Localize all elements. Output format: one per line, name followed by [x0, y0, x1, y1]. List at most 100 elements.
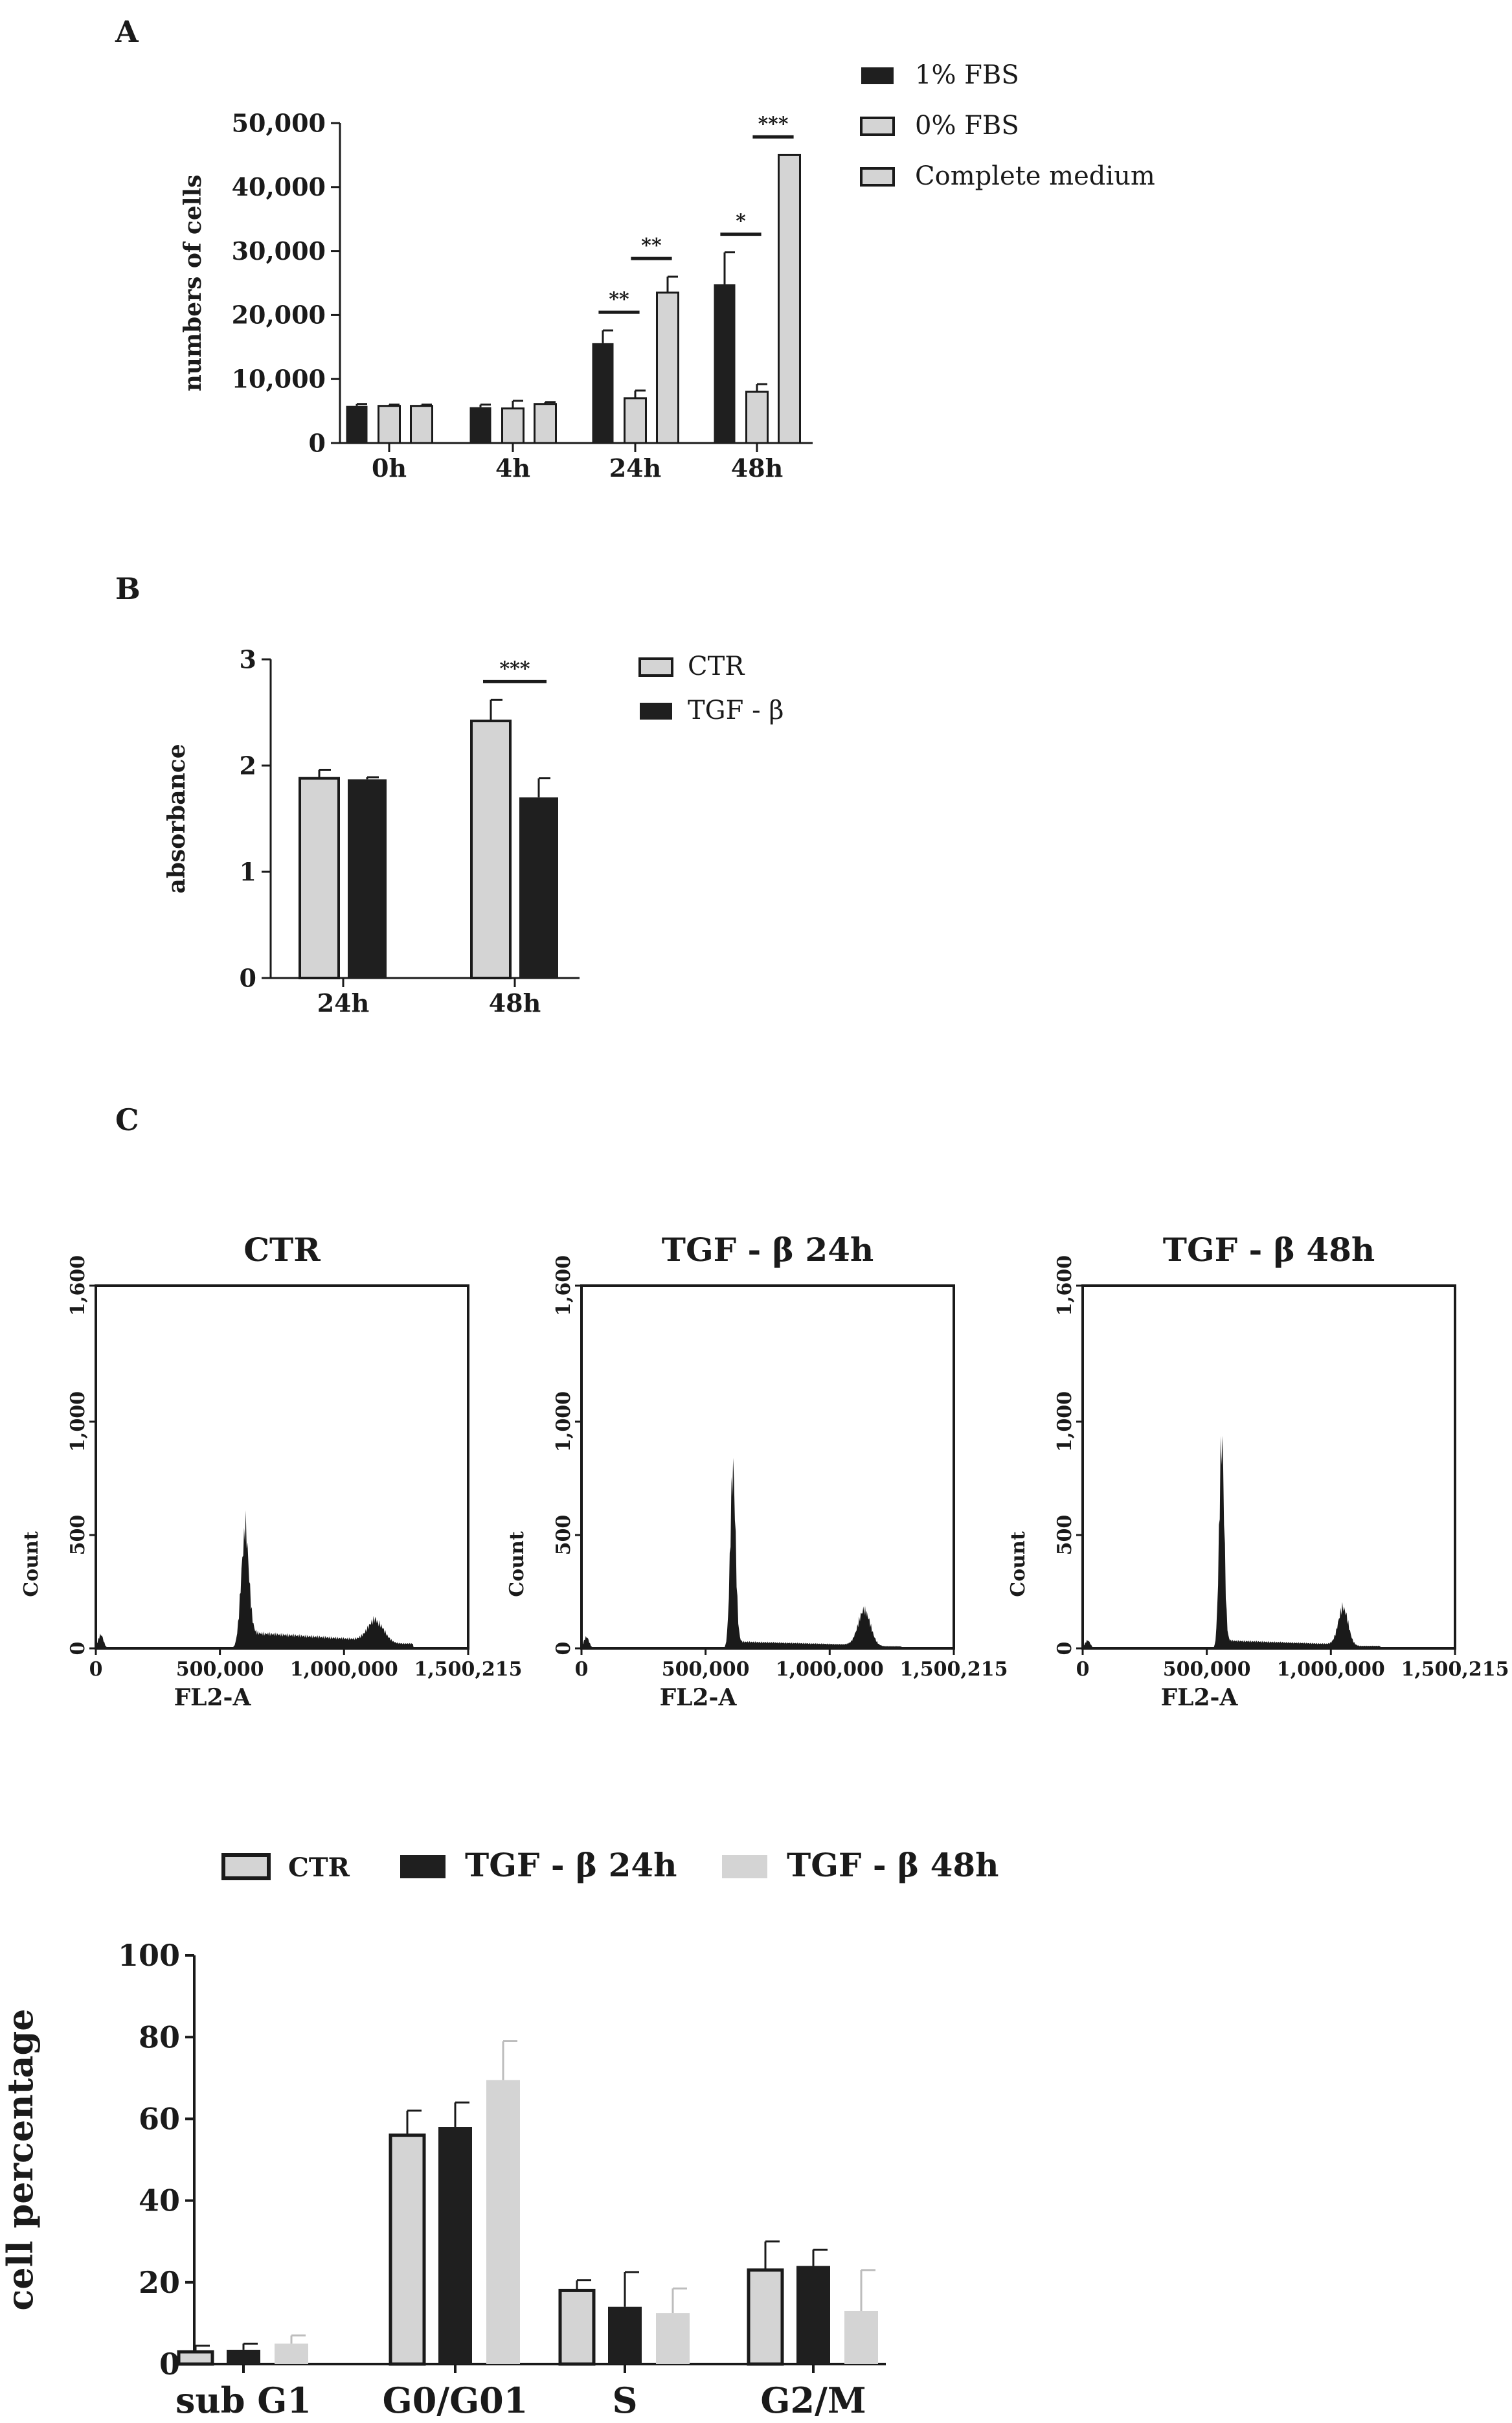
x-tick-label: 0 — [575, 1658, 589, 1681]
x-tick-label: S — [613, 2380, 638, 2421]
bar — [389, 2133, 426, 2366]
legend-label: 0% FBS — [915, 111, 1019, 141]
legend-label: CTR — [688, 652, 745, 681]
bar — [227, 2349, 260, 2364]
x-tick-label: 1,500,215 — [1401, 1658, 1509, 1681]
panel-label-a: A — [115, 14, 139, 49]
y-axis-title: numbers of cells — [179, 175, 207, 392]
legend-swatch — [860, 117, 895, 136]
legend-label: CTR — [288, 1852, 350, 1883]
x-tick-label: 1,000,000 — [1277, 1658, 1385, 1681]
x-tick-label: 1,500,215 — [414, 1658, 522, 1681]
y-tick-label: 40 — [139, 2183, 180, 2218]
y-tick-label: 1,600 — [67, 1255, 89, 1316]
panel-label-b: B — [115, 571, 141, 606]
bar — [501, 407, 525, 444]
bar — [469, 407, 491, 443]
chart-c-cell-cycle: 0 20 40 60 80 100 cell percentage sub G1 G0/G01 S… — [0, 1846, 999, 2421]
histogram-area — [96, 1510, 456, 1648]
bar — [558, 2288, 596, 2366]
bar — [656, 291, 679, 444]
legend-label: TGF - β 24h — [465, 1846, 677, 1884]
bar — [656, 2313, 690, 2364]
x-tick-label: sub G1 — [175, 2380, 311, 2421]
significance-label: *** — [758, 113, 788, 135]
y-tick-label: 0 — [1054, 1642, 1076, 1655]
x-tick-label: 1,000,000 — [290, 1658, 398, 1681]
y-tick-label: 0 — [67, 1642, 89, 1655]
legend-swatch — [722, 1855, 767, 1878]
bar — [714, 284, 736, 443]
bar — [470, 720, 512, 979]
y-tick-label: 1,000 — [1054, 1391, 1076, 1452]
x-axis-title: FL2-A — [660, 1684, 738, 1711]
x-tick-label: 1,500,215 — [899, 1658, 1008, 1681]
bar — [592, 343, 614, 443]
y-axis-title: Count — [20, 1531, 43, 1597]
histogram-area — [581, 1458, 942, 1648]
y-tick-label: 1,000 — [67, 1391, 89, 1452]
x-tick-label: 1,000,000 — [776, 1658, 884, 1681]
bar — [486, 2080, 520, 2364]
y-tick-label: 100 — [118, 1938, 180, 1973]
histogram-title: TGF - β 24h — [662, 1231, 874, 1269]
y-tick-label: 30,000 — [232, 236, 326, 266]
bar — [778, 154, 801, 444]
legend-swatch — [640, 703, 672, 720]
y-tick-label: 500 — [1054, 1515, 1076, 1556]
significance-label: ** — [609, 288, 629, 311]
x-tick-label: 0h — [372, 453, 407, 483]
x-tick-label: 24h — [317, 988, 370, 1018]
y-tick-label: 3 — [240, 644, 256, 674]
y-tick-label: 80 — [139, 2019, 180, 2054]
histogram-frame — [95, 1284, 469, 1650]
significance-label: ** — [641, 234, 662, 257]
y-tick-label: 0 — [240, 963, 256, 992]
legend-label: TGF - β — [688, 696, 784, 725]
x-axis-title: FL2-A — [1161, 1684, 1239, 1711]
x-tick-label: 0 — [89, 1658, 103, 1681]
bar — [796, 2266, 830, 2364]
bar — [747, 2268, 784, 2366]
legend-swatch — [221, 1853, 271, 1880]
y-tick-label: 1,600 — [552, 1255, 575, 1316]
y-tick-label: 0 — [552, 1642, 575, 1655]
bar — [410, 405, 433, 444]
x-tick-label: 4h — [495, 453, 530, 483]
y-tick-label: 20 — [139, 2265, 180, 2300]
y-tick-label: 60 — [139, 2102, 180, 2137]
bar — [844, 2310, 878, 2364]
y-tick-label: 500 — [552, 1515, 575, 1556]
legend-label: 1% FBS — [915, 60, 1019, 90]
histogram-frame — [580, 1284, 955, 1650]
y-tick-label: 50,000 — [232, 108, 326, 137]
y-axis-title: absorbance — [163, 744, 190, 893]
histogram-area — [1083, 1435, 1443, 1648]
y-tick-label: 0 — [309, 428, 326, 457]
legend-swatch — [638, 657, 673, 677]
y-tick-label: 10,000 — [232, 365, 326, 394]
x-tick-label: 48h — [731, 453, 784, 483]
y-axis-title: Count — [506, 1531, 528, 1597]
chart-b: 0 1 2 3 absorbance 24h 48h *** CTR TGF - β — [163, 644, 784, 1018]
histogram-frame — [1081, 1284, 1456, 1650]
x-tick-label: G0/G01 — [383, 2380, 528, 2421]
y-tick-label: 1 — [240, 857, 256, 886]
chart-c-histograms: CTR 0 500 1,000 1,600 Count 0 500,000 1,000,000 1… — [20, 1231, 1509, 1711]
y-tick-label: 1,000 — [552, 1391, 575, 1452]
x-tick-label: 0 — [1076, 1658, 1090, 1681]
significance-label: *** — [499, 657, 530, 680]
x-tick-label: 48h — [489, 988, 541, 1018]
bar — [275, 2343, 308, 2364]
legend-label: TGF - β 48h — [787, 1846, 999, 1884]
legend-swatch — [400, 1855, 446, 1878]
chart-a: 0 10,000 20,000 30,000 40,000 50,000 numbers o… — [179, 60, 1155, 483]
y-tick-label: 2 — [240, 751, 256, 780]
legend-label: Complete medium — [915, 161, 1155, 191]
bar — [177, 2350, 214, 2366]
y-axis-title: Count — [1007, 1531, 1030, 1597]
y-tick-label: 500 — [67, 1515, 89, 1556]
bar — [346, 405, 368, 443]
y-tick-label: 0 — [159, 2347, 180, 2382]
